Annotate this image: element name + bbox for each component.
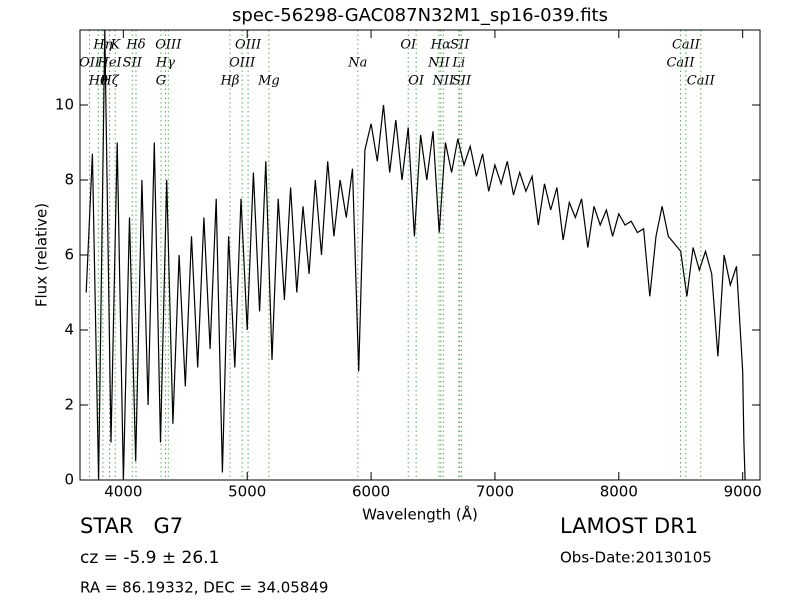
coordinates: RA = 86.19332, DEC = 34.05849 [80,579,328,597]
spectral-line-label: Li [451,56,465,71]
redshift: cz = -5.9 ± 26.1 [80,548,219,568]
x-tick-label: 7000 [476,483,514,501]
y-tick-label: 4 [64,321,74,339]
spectral-line-label: G [156,74,166,89]
spectral-line-label: OI [400,38,417,53]
chart-title: spec-56298-GAC087N32M1_sp16-039.fits [232,5,608,26]
spectral-line-label: Hη [92,38,112,53]
spectral-line-label: NII [431,74,455,89]
object-class: STAR G7 [80,514,183,538]
spectrum [85,29,746,481]
y-tick-label: 8 [64,171,74,189]
spectral-line-label: OI [408,74,425,89]
spectral-line-label: Hδ [125,38,145,53]
survey: LAMOST DR1 [560,514,698,538]
obs-date: Obs-Date:20130105 [560,549,712,567]
spectral-line-label: Na [347,56,367,71]
spectral-line-label: OIII [155,38,182,53]
x-tick-label: 5000 [228,483,266,501]
y-tick-label: 2 [64,396,74,414]
spectral-line-label: K [109,38,121,53]
spectral-line-label: OIII [235,38,262,53]
y-tick-label: 10 [55,96,74,114]
spectral-line-label: OIII [229,56,256,71]
spectral-line-label: Mg [257,74,280,89]
x-tick-label: 8000 [600,483,638,501]
y-tick-label: 6 [64,246,74,264]
spectral-line-label: OII [79,56,101,71]
plot-frame [79,29,761,481]
spectral-line-label: SII [452,74,472,89]
spectral-line-label: Hθ [88,74,108,89]
spectral-line-label: SII [450,38,470,53]
y-axis-label: Flux (relative) [33,203,51,307]
x-tick-label: 4000 [104,483,142,501]
spectral-line-label: Hγ [155,56,175,71]
spectral-line-label: CaII [687,74,716,89]
spectral-line-label: NII [427,56,451,71]
spectral-line-label: Hβ [220,74,240,89]
x-tick-label: 9000 [724,483,762,501]
spectral-line-label: Hα [430,38,451,53]
spectral-line-label: CaII [672,38,701,53]
x-axis-label: Wavelength (Å) [362,505,478,524]
spectral-line-label: SII [123,56,143,71]
spectral-line-label: CaII [666,56,695,71]
y-tick-label: 0 [64,471,74,489]
spectral-line-label: Hζ [99,74,119,89]
x-tick-label: 6000 [352,483,390,501]
